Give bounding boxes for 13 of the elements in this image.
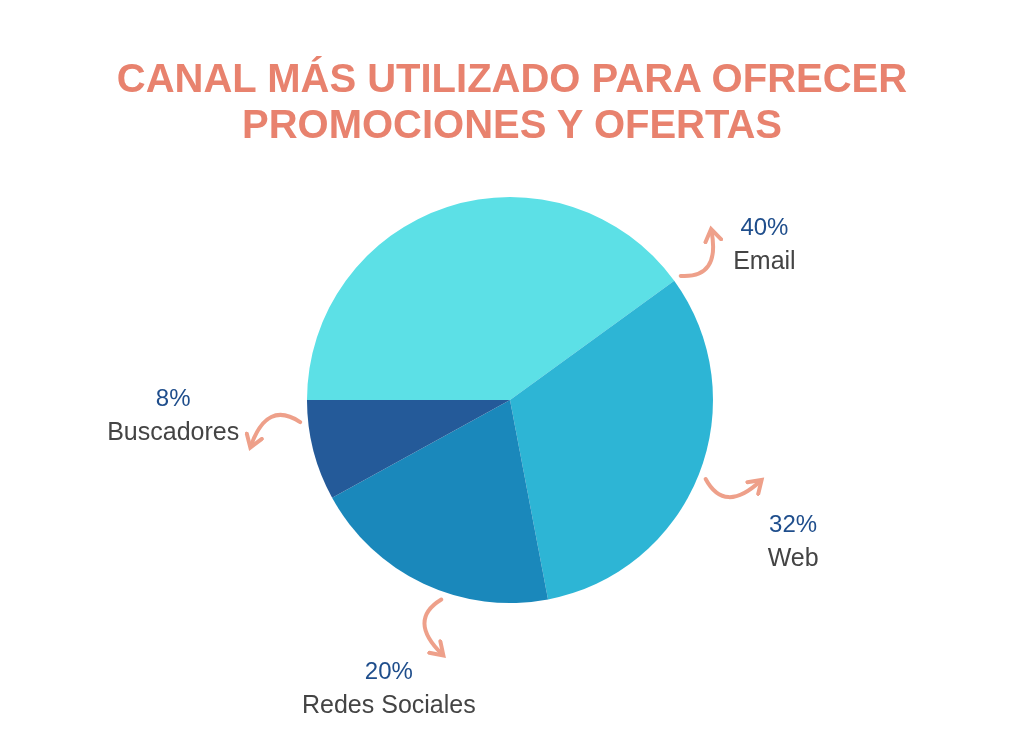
chart-title: CANAL MÁS UTILIZADO PARA OFRECER PROMOCIONES Y OFERTAS [116,56,908,146]
pie-slice [307,400,510,498]
data-label: 8% [155,383,191,411]
pie-slice [332,400,549,603]
data-label: 40% [740,213,789,241]
data-label: 32% [769,510,818,538]
data-label: 20% [364,657,413,685]
slice-label: Web [767,543,819,572]
pie-slice [307,197,675,400]
pie-slice [510,280,713,600]
slice-label: Buscadores [107,416,240,445]
slice-label: Email [733,246,796,275]
slice-label: Redes Sociales [302,690,476,719]
